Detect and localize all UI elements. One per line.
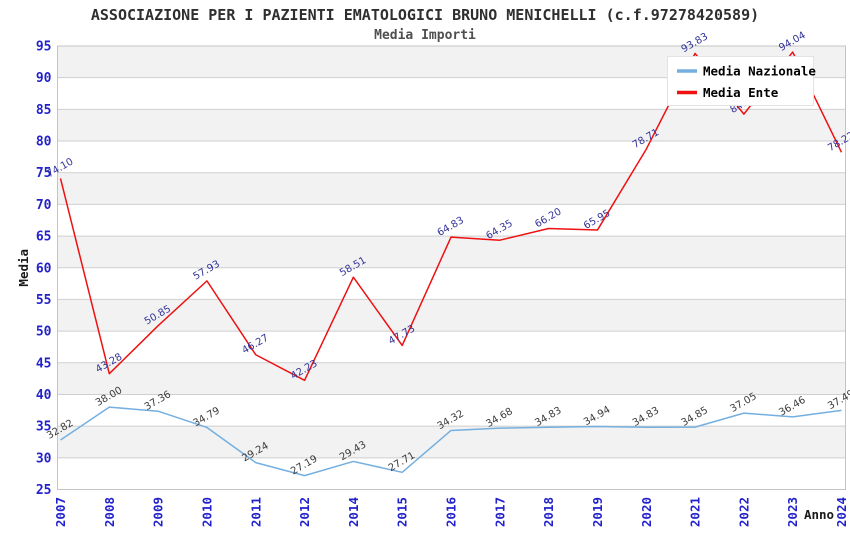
x-tick-label: 2024 [834, 497, 849, 527]
plot-band [57, 109, 846, 142]
x-tick-label: 2018 [541, 497, 556, 527]
y-tick-label: 80 [36, 135, 52, 150]
x-tick-label: 2021 [688, 497, 703, 527]
y-tick-label: 85 [36, 103, 52, 118]
y-tick-label: 30 [36, 451, 52, 466]
x-tick-label: 2022 [736, 497, 751, 527]
plot-band [57, 236, 846, 268]
plot-band [57, 299, 846, 332]
legend-box [667, 56, 814, 106]
y-tick-label: 65 [36, 230, 52, 245]
y-tick-label: 55 [36, 293, 52, 308]
x-tick-label: 2020 [639, 497, 654, 527]
chart-title: ASSOCIAZIONE PER I PAZIENTI EMATOLOGICI … [91, 6, 759, 24]
x-tick-label: 2012 [297, 497, 312, 527]
x-tick-label: 2016 [444, 497, 459, 527]
x-tick-label: 2017 [492, 497, 507, 527]
y-tick-label: 35 [36, 420, 52, 435]
y-tick-label: 25 [36, 483, 52, 498]
y-tick-label: 40 [36, 388, 52, 403]
plot-band [57, 426, 846, 458]
y-tick-label: 45 [36, 356, 52, 371]
x-tick-label: 2009 [151, 497, 166, 527]
y-tick-label: 95 [36, 40, 52, 55]
x-tick-label: 2011 [248, 497, 263, 527]
y-tick-label: 70 [36, 198, 52, 213]
y-tick-label: 75 [36, 166, 52, 181]
x-tick-label: 2014 [346, 497, 361, 527]
chart-subtitle: Media Importi [374, 28, 476, 43]
x-tick-label: 2019 [590, 497, 605, 527]
x-tick-label: 2023 [785, 497, 800, 527]
plot-band [57, 362, 846, 395]
legend-label-ente: Media Ente [703, 85, 779, 100]
x-tick-label: 2007 [53, 497, 68, 527]
series-line-nazionale [60, 406, 842, 477]
x-tick-label: 2010 [199, 497, 214, 527]
x-tick-label: 2015 [395, 497, 410, 527]
y-tick-label: 90 [36, 71, 52, 86]
plot-band [57, 172, 846, 205]
x-tick-label: 2008 [102, 497, 117, 527]
x-axis-title: Anno [804, 507, 834, 522]
plot-border [57, 45, 846, 490]
y-axis-title: Media [16, 249, 31, 287]
legend-label-nazionale: Media Nazionale [703, 64, 816, 79]
y-tick-label: 60 [36, 261, 52, 276]
y-tick-label: 50 [36, 325, 52, 340]
